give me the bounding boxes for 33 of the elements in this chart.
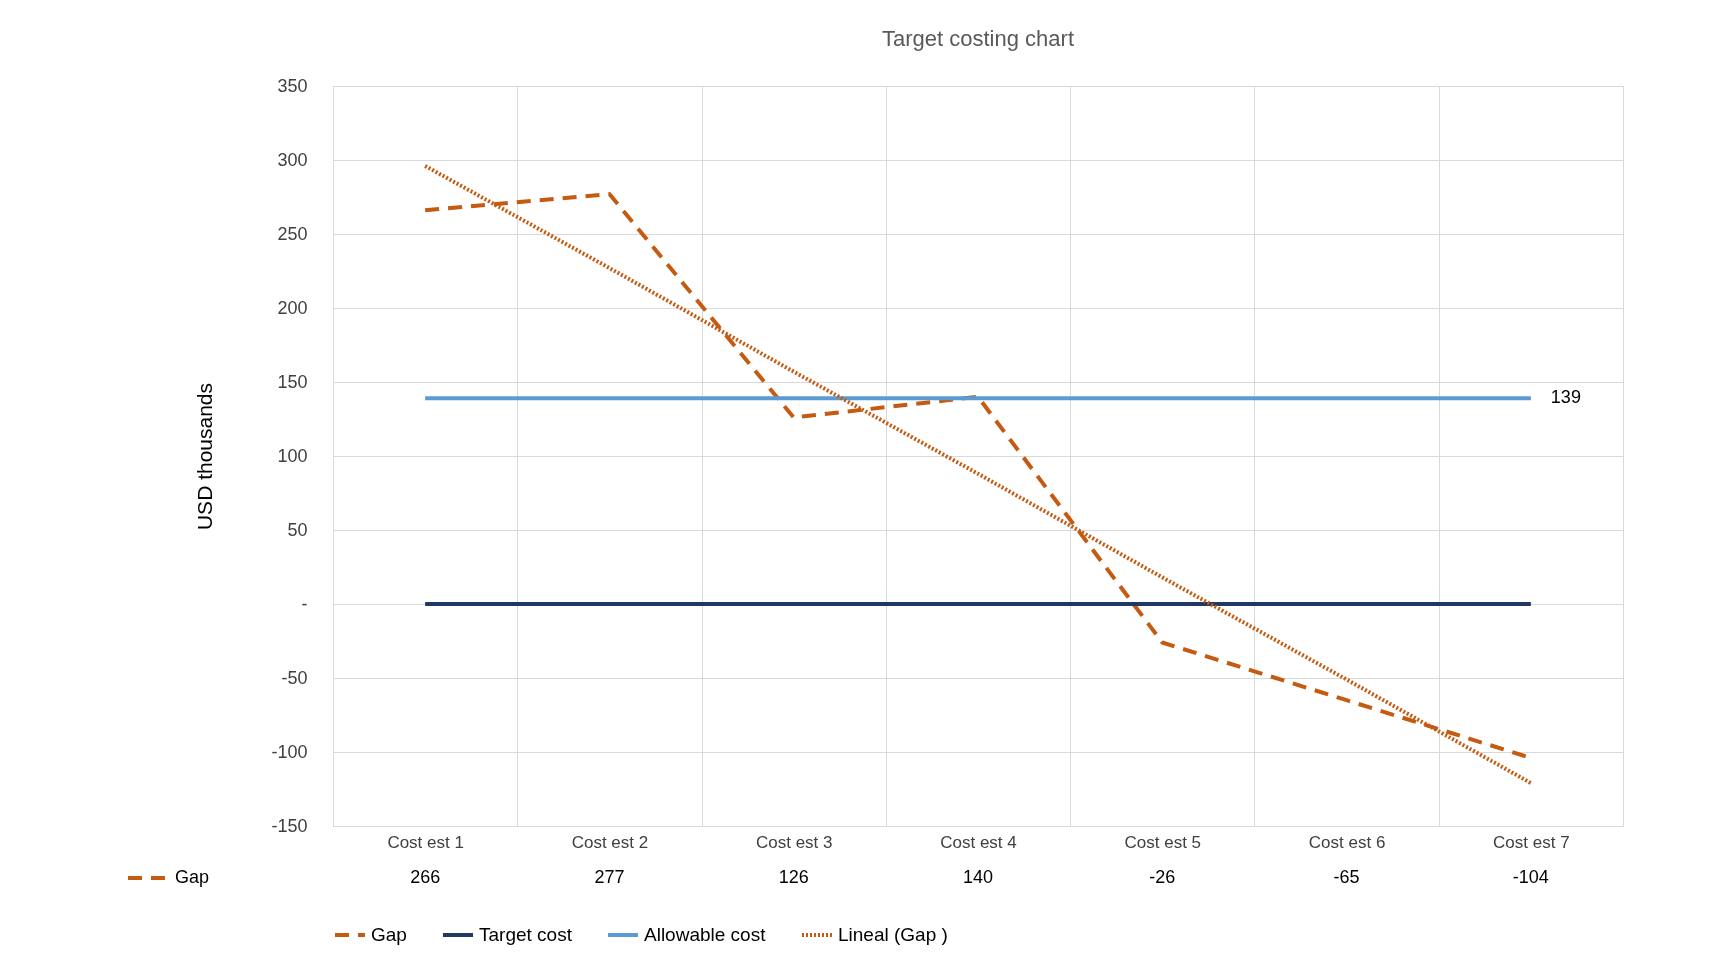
x-tick-label: Cost est 5 — [1124, 832, 1202, 852]
text: Gap — [175, 867, 210, 887]
y-tick-label: 100 — [277, 445, 308, 466]
y-tick-label: 250 — [277, 223, 308, 244]
legend-label: Lineal (Gap ) — [838, 924, 948, 945]
x-tick-label: Cost est 3 — [755, 832, 833, 852]
chart-title: Target costing chart — [882, 26, 1074, 51]
legend-label: Gap — [371, 924, 407, 945]
data-label: 277 — [594, 867, 625, 887]
y-tick-label: 350 — [277, 75, 308, 96]
data-label: -26 — [1149, 867, 1176, 887]
y-tick-label: -100 — [271, 741, 308, 762]
y-axis-title: USD thousands — [193, 382, 217, 531]
data-label: -65 — [1333, 867, 1360, 887]
x-tick-label: Cost est 6 — [1308, 832, 1386, 852]
y-tick-label: -150 — [271, 815, 308, 836]
y-tick-label: - — [301, 593, 308, 614]
data-label: 266 — [410, 867, 441, 887]
data-label: 126 — [778, 867, 809, 887]
x-tick-label: Cost est 4 — [940, 832, 1017, 852]
data-label: 139 — [1550, 387, 1581, 408]
data-label: -104 — [1512, 867, 1549, 887]
y-tick-label: 200 — [277, 297, 308, 318]
y-tick-label: 300 — [277, 149, 308, 170]
legend-label: Target cost — [479, 924, 573, 945]
y-tick-label: -50 — [281, 667, 308, 688]
x-tick-label: Cost est 1 — [387, 832, 464, 852]
y-tick-label: 150 — [277, 371, 308, 392]
legend-label: Allowable cost — [644, 924, 767, 945]
data-label: 140 — [962, 867, 994, 887]
x-tick-label: Cost est 7 — [1493, 832, 1570, 852]
y-tick-label: 50 — [287, 519, 308, 540]
x-tick-label: Cost est 2 — [571, 832, 649, 852]
